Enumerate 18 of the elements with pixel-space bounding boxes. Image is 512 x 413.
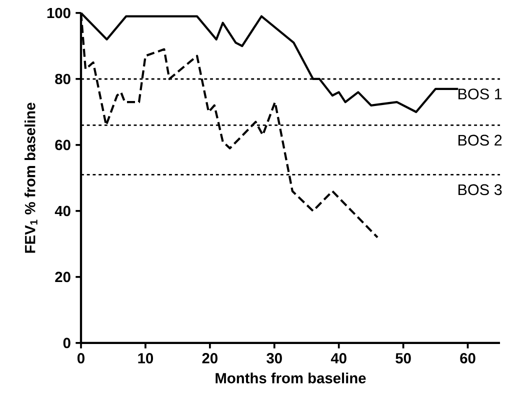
y-tick-label: 80: [55, 74, 70, 84]
x-tick-label: 60: [460, 353, 476, 364]
x-tick-label: 20: [202, 353, 218, 364]
x-axis-title: Months from baseline: [216, 372, 366, 384]
x-tick-label: 50: [396, 353, 411, 364]
ref-line-label: BOS 2: [458, 134, 502, 146]
ref-line-label: BOS 3: [458, 184, 502, 196]
ref-line-label: BOS 1: [458, 88, 502, 100]
x-tick-label: 40: [330, 353, 346, 364]
x-tick-label: 0: [78, 353, 84, 364]
y-tick-label: 60: [55, 140, 70, 150]
y-tick-label: 100: [47, 8, 70, 18]
x-tick-label: 30: [266, 353, 282, 364]
x-tick-label: 10: [138, 353, 154, 364]
y-axis-title: FEV$_{1}$ % from baseline: [24, 102, 38, 253]
y-tick-label: 20: [55, 272, 70, 282]
y-tick-label: 40: [54, 206, 70, 216]
y-tick-label: 0: [63, 338, 70, 348]
